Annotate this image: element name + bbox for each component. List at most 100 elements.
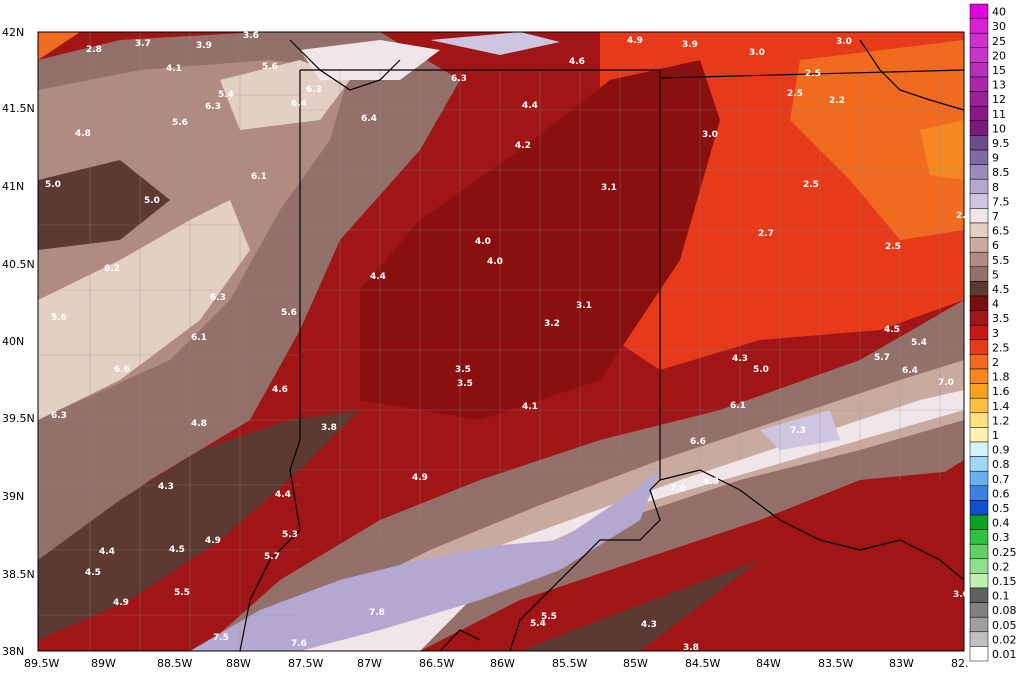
value-label: 6.2 bbox=[104, 264, 120, 274]
value-label: 2.5 bbox=[787, 89, 803, 99]
colorbar-label: 0.08 bbox=[992, 604, 1017, 617]
ohio-river-west bbox=[509, 479, 661, 651]
value-label: 6.1 bbox=[191, 333, 207, 343]
value-label: 4.0 bbox=[487, 257, 503, 267]
colorbar-label: 0.9 bbox=[992, 444, 1010, 457]
colorbar-label: 0.3 bbox=[992, 531, 1010, 544]
colorbar-swatch bbox=[969, 237, 989, 253]
colorbar-label: 13 bbox=[992, 79, 1006, 92]
illinois-indiana-border bbox=[239, 70, 301, 651]
colorbar-label: 1.8 bbox=[992, 371, 1010, 384]
colorbar-swatch bbox=[969, 368, 989, 384]
colorbar-swatch bbox=[969, 208, 989, 224]
value-label: 4.4 bbox=[522, 101, 538, 111]
colorbar-swatch bbox=[969, 412, 989, 428]
colorbar-label: 3 bbox=[992, 327, 999, 340]
colorbar-swatch bbox=[969, 631, 989, 647]
colorbar-swatch bbox=[969, 646, 989, 662]
colorbar-swatch bbox=[969, 251, 989, 268]
colorbar-swatch bbox=[969, 500, 989, 516]
lat-label: 39N bbox=[2, 490, 24, 503]
value-label: 5.4 bbox=[911, 338, 927, 348]
colorbar-swatch bbox=[969, 485, 989, 501]
value-label: 4.3 bbox=[703, 477, 719, 487]
colorbar-label: 9 bbox=[992, 152, 999, 165]
colorbar-swatch bbox=[969, 149, 989, 165]
value-label: 5.7 bbox=[264, 552, 280, 562]
field-light-west bbox=[38, 200, 250, 420]
colorbar-swatch bbox=[969, 427, 989, 443]
value-label: 4.9 bbox=[113, 598, 129, 608]
value-label: 4.0 bbox=[475, 237, 491, 247]
colorbar-swatch bbox=[969, 441, 989, 457]
value-label: 4.5 bbox=[169, 545, 185, 555]
value-label: 6.3 bbox=[205, 102, 221, 112]
value-label: 3.5 bbox=[457, 379, 473, 389]
state-boundaries bbox=[239, 39, 964, 651]
value-label: 5.6 bbox=[281, 308, 297, 318]
colorbar-swatch bbox=[969, 62, 989, 78]
colorbar-label: 0.6 bbox=[992, 487, 1010, 500]
ohio-michigan-border bbox=[659, 69, 964, 79]
value-label: 4.9 bbox=[627, 36, 643, 46]
lake-michigan-shore bbox=[289, 39, 401, 91]
value-label: 4.4 bbox=[275, 490, 291, 500]
value-label: 3.6 bbox=[243, 31, 259, 41]
lon-label: 86W bbox=[490, 657, 515, 670]
colorbar-swatch bbox=[969, 587, 989, 603]
colorbar-swatch bbox=[969, 456, 989, 472]
map-field bbox=[38, 32, 964, 651]
value-label: 3.0 bbox=[749, 48, 765, 58]
field-sw-dark bbox=[38, 410, 360, 640]
colorbar-swatch bbox=[969, 91, 989, 107]
value-label: 3.8 bbox=[321, 423, 337, 433]
lat-label: 41N bbox=[2, 180, 24, 193]
value-label: 5.0 bbox=[144, 196, 160, 206]
colorbar-swatch bbox=[969, 397, 989, 414]
colorbar-label: 0.05 bbox=[992, 619, 1017, 632]
value-label: 3.5 bbox=[455, 365, 471, 375]
value-label: 6.1 bbox=[251, 172, 267, 182]
lon-label: 86.5W bbox=[419, 657, 454, 670]
county-lines bbox=[38, 32, 964, 651]
colorbar-label: 0.5 bbox=[992, 502, 1010, 515]
field-lavender-sw bbox=[190, 470, 660, 651]
value-label: 7.6 bbox=[291, 639, 307, 649]
value-label: 4.6 bbox=[569, 57, 585, 67]
value-label: 6.3 bbox=[306, 85, 322, 95]
colorbar-label: 2.5 bbox=[992, 341, 1010, 354]
value-label: 3.9 bbox=[682, 40, 698, 50]
colorbar-label: 0.25 bbox=[992, 546, 1017, 559]
value-label: 6.6 bbox=[690, 437, 706, 447]
value-label: 3.1 bbox=[576, 301, 592, 311]
field-lavender-n bbox=[430, 32, 560, 55]
value-label: 3.7 bbox=[135, 39, 151, 49]
colorbar-swatch bbox=[969, 193, 989, 209]
colorbar-swatch bbox=[969, 573, 989, 589]
lon-axis: 89.5W 89W 88.5W 88W 87.5W 87W 86.5W 86W … bbox=[24, 657, 969, 670]
lat-label: 41.5N bbox=[2, 102, 35, 115]
value-label: 5.0 bbox=[753, 365, 769, 375]
value-label: 6.3 bbox=[451, 74, 467, 84]
value-label: 7.8 bbox=[369, 608, 385, 618]
colorbar-label: 15 bbox=[992, 64, 1006, 77]
value-label: 5.5 bbox=[541, 612, 557, 622]
colorbar-label: 20 bbox=[992, 49, 1006, 62]
colorbar-label: 1 bbox=[992, 429, 999, 442]
value-label: 7.5 bbox=[213, 633, 229, 643]
value-label: 7.3 bbox=[790, 426, 806, 436]
lat-label: 39.5N bbox=[2, 412, 35, 425]
value-label: 2.5 bbox=[805, 69, 821, 79]
colorbar-legend: 4030252015131211109.598.587.576.565.554.… bbox=[969, 3, 1017, 662]
field-amber bbox=[920, 120, 964, 180]
value-label: 4.5 bbox=[85, 568, 101, 578]
value-label: 5.7 bbox=[874, 353, 890, 363]
value-label: 5.6 bbox=[51, 313, 67, 323]
colorbar-label: 11 bbox=[992, 108, 1006, 121]
lake-erie-shore bbox=[859, 39, 964, 111]
colorbar-swatch bbox=[969, 105, 989, 122]
field-se-dark bbox=[520, 560, 760, 651]
value-label: 5.6 bbox=[172, 118, 188, 128]
colorbar-swatch bbox=[969, 310, 989, 326]
colorbar-swatch bbox=[969, 616, 989, 633]
